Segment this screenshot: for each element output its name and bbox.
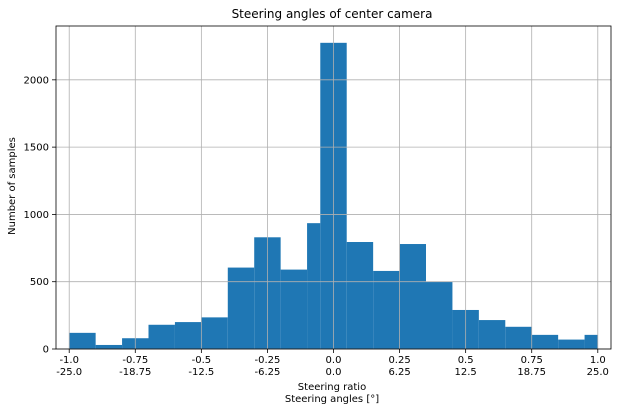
histogram-bar [346, 242, 374, 349]
histogram-bar [95, 344, 123, 349]
x-tick-label: 1.0 [590, 355, 606, 366]
x-tick-label: 0.75 [521, 355, 543, 366]
chart-title: Steering angles of center camera [232, 7, 433, 21]
histogram-bar [558, 339, 585, 349]
histogram-bar [174, 322, 202, 349]
histogram-bar [531, 334, 559, 349]
y-tick-label: 500 [30, 277, 49, 288]
histogram-bar [69, 332, 96, 349]
histogram-bar [505, 326, 532, 349]
histogram-bar [426, 281, 453, 349]
y-axis-label: Number of samples [7, 137, 18, 235]
x-tick-label-secondary: -25.0 [56, 367, 82, 378]
y-tick-label: 1500 [24, 143, 49, 154]
x-tick-label-secondary: 6.25 [388, 367, 410, 378]
x-tick-label-secondary: -18.75 [119, 367, 151, 378]
x-tick-label: 0.0 [326, 355, 342, 366]
y-tick-label: 2000 [24, 75, 49, 86]
x-tick-label-secondary: 25.0 [587, 367, 609, 378]
histogram-bar [478, 320, 506, 349]
x-tick-label-secondary: -6.25 [254, 367, 280, 378]
y-tick-label: 1000 [24, 210, 49, 221]
histogram-bar [148, 324, 175, 349]
x-tick-label: 0.5 [458, 355, 474, 366]
x-tick-label-secondary: 0.0 [326, 367, 342, 378]
x-axis-secondary-label: Steering angles [°] [285, 394, 379, 405]
y-tick-label: 0 [43, 345, 49, 356]
histogram-bar [373, 270, 400, 349]
x-tick-label-secondary: 12.5 [455, 367, 477, 378]
histogram-bar [227, 267, 255, 349]
x-tick-label: -1.0 [59, 355, 79, 366]
x-tick-label: -0.75 [122, 355, 148, 366]
x-axis-label: Steering ratio [298, 382, 366, 393]
histogram-bar [307, 223, 321, 349]
plot-area: -1.0-25.0 -0.75-18.75 -0.5-12.5 -0.25-6.25 0… [24, 25, 612, 378]
x-tick-label: -0.5 [192, 355, 212, 366]
histogram-bar [280, 269, 308, 349]
histogram-bar [201, 317, 228, 349]
histogram-bar [584, 334, 598, 349]
x-tick-label-secondary: 18.75 [517, 367, 546, 378]
histogram-bar [399, 244, 426, 349]
x-tick-label: 0.25 [388, 355, 410, 366]
x-tick-label-secondary: -12.5 [188, 367, 214, 378]
x-tick-label: -0.25 [254, 355, 280, 366]
